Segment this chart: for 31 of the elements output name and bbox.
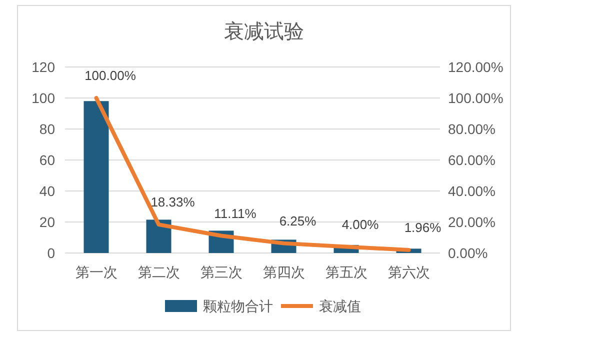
data-label: 18.33% <box>150 194 196 210</box>
bar <box>84 101 109 253</box>
y-tick-label: 40 <box>39 183 56 199</box>
y-tick-label: 60 <box>39 152 56 168</box>
y-tick-label: 0 <box>47 245 56 261</box>
x-tick-label: 第二次 <box>138 264 180 280</box>
legend-label: 颗粒物合计 <box>203 298 273 314</box>
legend-label: 衰减值 <box>319 298 361 314</box>
data-label: 4.00% <box>342 216 380 232</box>
x-tick-label: 第四次 <box>262 264 305 280</box>
y2-tick-label: 40.00% <box>448 183 496 199</box>
data-label: 1.96% <box>404 220 442 235</box>
y2-tick-label: 60.00% <box>448 152 496 168</box>
chart-title: 衰减试验 <box>224 21 304 43</box>
x-tick-label: 第六次 <box>388 264 430 280</box>
x-tick-label: 第三次 <box>200 264 242 280</box>
bar <box>146 220 172 253</box>
y2-tick-label: 120.00% <box>448 59 504 75</box>
data-label: 100.00% <box>84 68 136 83</box>
data-label: 11.11% <box>214 206 257 221</box>
y2-tick-label: 100.00% <box>448 90 504 106</box>
x-tick-label: 第五次 <box>325 264 368 280</box>
data-label: 6.25% <box>279 213 317 228</box>
y2-tick-label: 20.00% <box>448 214 496 230</box>
y-tick-label: 120 <box>32 59 56 75</box>
y-tick-label: 100 <box>32 90 56 106</box>
y2-tick-label: 0.00% <box>448 245 488 261</box>
x-tick-label: 第一次 <box>75 264 118 280</box>
y2-tick-label: 80.00% <box>448 121 496 137</box>
y-tick-label: 20 <box>39 214 56 230</box>
y-tick-label: 80 <box>39 121 56 137</box>
